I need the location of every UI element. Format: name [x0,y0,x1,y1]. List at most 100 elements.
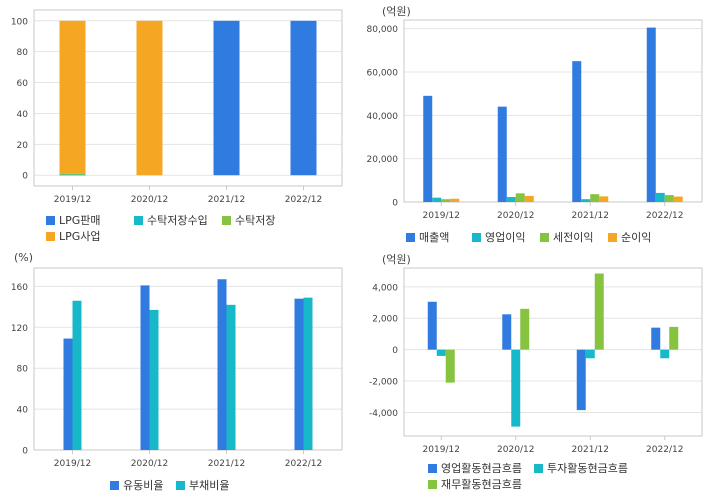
x-tick-label: 2021/12 [208,459,245,469]
bar [590,194,600,202]
y-tick-label: 80 [17,365,29,375]
y-tick-label: -4,000 [369,409,398,419]
bar [213,20,240,176]
legend-swatch [406,233,415,242]
legend-ratios: 유동비율 부채비율 [110,477,310,493]
legend-label: 수탁저장수입 [147,214,208,227]
x-tick-label: 2019/12 [54,195,91,205]
legend-label: 투자활동현금흐름 [547,462,628,475]
legend-item-storage-income: 수탁저장수입 [134,212,208,228]
bar [572,61,582,202]
bar [520,308,530,350]
bar [646,27,656,203]
y-tick-label: 60 [17,79,29,89]
legend-item-debt-ratio: 부채비율 [176,477,229,493]
legend-swatch [46,216,55,225]
bar [515,193,525,202]
bar [502,314,512,350]
x-tick-label: 2022/12 [285,195,322,205]
x-tick-label: 2021/12 [572,211,609,221]
bar [506,197,516,202]
bar [664,195,674,202]
bar [511,349,521,427]
chart-panel-business-mix: 0 20 40 60 80 100 2019/12 2020/12 2021/12 2022/12… [0,0,360,248]
bar [655,192,665,202]
y-tick-label: 2,000 [372,315,398,325]
y-tick-label: 40 [17,110,29,120]
legend-item-lpg-business: LPG사업 [46,228,101,244]
bar [217,279,227,450]
chart-ratios: 0 40 80 120 160 2019/12 2020/12 2021/12 2022/12 [11,267,343,469]
legend-item-net-income: 순이익 [608,229,651,245]
bar [294,298,304,450]
bar [660,349,670,359]
y-tick-label: 0 [22,172,28,182]
bar [673,196,683,202]
bar [59,20,86,174]
legend-swatch [46,232,55,241]
y-tick-label: 0 [22,447,28,457]
bar [427,301,437,350]
bar [599,196,609,202]
bar [423,95,433,202]
bar [651,327,661,350]
legend-label: 영업이익 [485,231,526,244]
y-tick-label: 0 [392,346,398,356]
chart-panel-income: (억원) 0 20,000 40,000 60,000 80,000 2019/12 202… [360,0,720,248]
plot-frame [403,267,703,437]
legend-item-operating-profit: 영업이익 [472,229,525,245]
legend-swatch [540,233,549,242]
x-tick-label: 2021/12 [208,195,245,205]
x-tick-label: 2020/12 [497,445,534,455]
legend-swatch [110,481,119,490]
chart-income: 0 20,000 40,000 60,000 80,000 2019/12 2020/12 2… [367,19,703,221]
legend-swatch [428,464,437,473]
y-tick-label: 120 [11,324,28,334]
y-tick-label: 100 [11,17,28,27]
x-tick-label: 2019/12 [54,459,91,469]
plot-frame [33,9,343,187]
legend-item-operating-cf: 영업활동현금흐름 [428,460,522,476]
chart-cashflow: -4,000 -2,000 0 2,000 4,000 2019/12 2020/12 202… [369,267,703,455]
legend-cashflow: 영업활동현금흐름 투자활동현금흐름 재무활동현금흐름 [428,460,718,494]
bar [524,195,534,202]
bar [594,273,604,350]
bar [436,349,446,356]
y-tick-label: 4,000 [372,283,398,293]
bar [59,174,86,176]
y-tick-label: 20,000 [367,155,399,165]
plot-frame [403,19,703,203]
legend-income: 매출액 영업이익 세전이익 순이익 [406,229,716,245]
legend-item-current-ratio: 유동비율 [110,477,163,493]
bar [226,304,236,450]
y-tick-label: 40 [17,406,29,416]
legend-label: 유동비율 [123,479,164,492]
x-tick-label: 2019/12 [423,211,460,221]
x-tick-label: 2020/12 [131,459,168,469]
legend-item-pretax-income: 세전이익 [540,229,593,245]
y-tick-label: -2,000 [369,378,398,388]
bar [59,173,86,175]
legend-swatch [222,216,231,225]
legend-swatch [176,481,185,490]
bar [72,300,82,450]
unit-label: (억원) [382,5,411,18]
y-tick-label: 60,000 [367,69,399,79]
bar [581,199,591,202]
x-tick-label: 2022/12 [285,459,322,469]
bar [576,349,586,411]
y-tick-label: 160 [11,283,28,293]
y-tick-label: 20 [17,141,29,151]
bar [497,106,507,202]
bar [136,20,163,176]
legend-item-investing-cf: 투자활동현금흐름 [534,460,628,476]
legend-label: 수탁저장 [235,214,276,227]
bar [303,297,313,450]
bar [290,20,317,176]
bar [669,326,679,350]
legend-label: LPG판매 [59,214,101,227]
x-tick-label: 2021/12 [572,445,609,455]
chart-panel-cashflow: (억원) -4,000 -2,000 0 2,000 4,000 2019/12 2020/… [360,248,720,496]
plot-frame [33,267,343,451]
y-tick-label: 40,000 [367,112,399,122]
